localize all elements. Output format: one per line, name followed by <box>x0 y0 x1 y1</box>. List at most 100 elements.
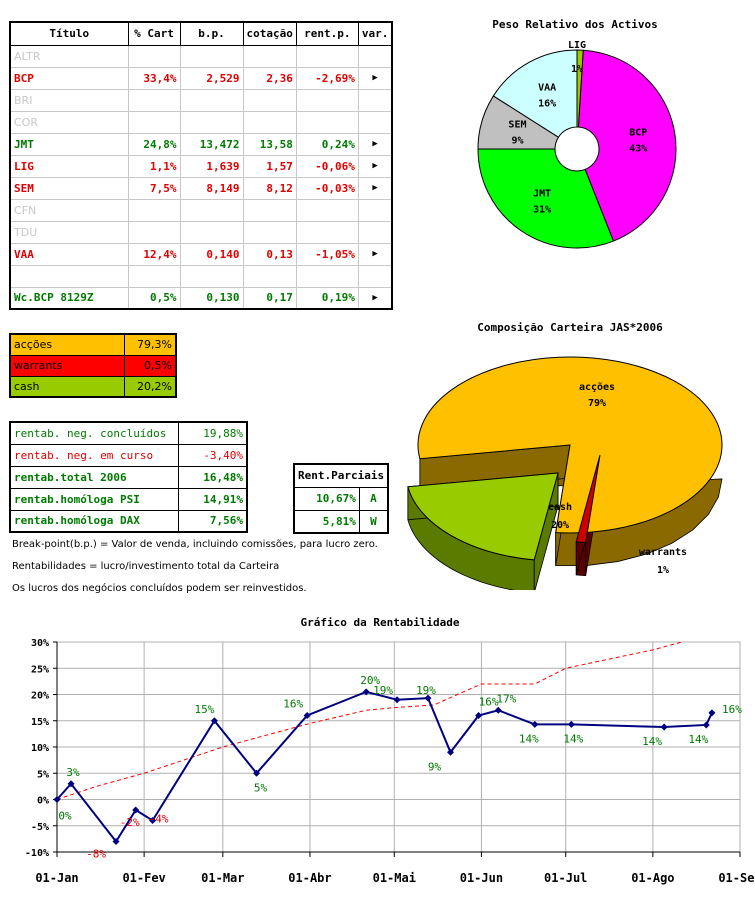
rent-parciais-table: Rent.Parciais 10,67% A 5,81% W <box>293 463 390 534</box>
note-break-point: Break-point(b.p.) = Valor de venda, incl… <box>12 539 378 550</box>
asset-bp <box>179 198 244 222</box>
asset-var <box>357 220 393 244</box>
pie1-value-lig: 1% <box>571 64 583 75</box>
data-point <box>112 838 120 845</box>
asset-cotacao: 8,12 <box>242 176 297 200</box>
col-header-titulo: Título <box>9 21 129 46</box>
asset-name: BRI <box>9 88 129 112</box>
data-point-label: 15% <box>194 703 214 716</box>
portfolio-header-row: Título % Cart b.p. cotação rent.p. var. <box>9 21 393 46</box>
asset-rent <box>295 220 359 244</box>
asset-rent <box>295 88 359 112</box>
asset-cart <box>127 110 181 134</box>
portfolio-row: CFN <box>9 198 393 222</box>
asset-var <box>357 88 393 112</box>
data-point <box>424 694 432 702</box>
x-tick-label: 01-Mai <box>373 871 416 885</box>
asset-name: JMT <box>9 132 129 156</box>
y-tick-label: 5% <box>37 769 49 780</box>
data-point-label: 9% <box>428 760 442 773</box>
data-point-label: 14% <box>563 732 583 745</box>
asset-name: SEM <box>9 176 129 200</box>
pie1-value-sem: 9% <box>511 136 523 147</box>
pie1-chart: BCP 43% JMT 31% SEM 9% VAA 16% LIG 1% <box>477 40 677 249</box>
asset-rent <box>295 198 359 222</box>
asset-cotacao: 13,58 <box>242 132 297 156</box>
data-point <box>393 696 401 704</box>
allocation-label: warrants <box>9 354 125 377</box>
data-point-label: 3% <box>66 766 80 779</box>
asset-cart: 0,5% <box>127 286 181 310</box>
rentab-row: rentab.homóloga PSI 14,91% <box>9 487 248 511</box>
asset-var <box>357 264 393 288</box>
asset-name: LIG <box>9 154 129 178</box>
rentab-label: rentab. neg. concluídos <box>9 421 179 445</box>
x-tick-label: 01-Abr <box>288 871 331 885</box>
y-tick-label: 30% <box>31 638 49 649</box>
col-header-cotacao: cotação <box>242 21 297 46</box>
asset-bp: 8,149 <box>179 176 244 200</box>
x-tick-label: 01-Ago <box>631 871 674 885</box>
pie2-chart: acções 79% warrants 1% cash 20% <box>407 356 723 590</box>
pie2-slice-2 <box>407 472 559 561</box>
rentab-row: rentab.homóloga DAX 7,56% <box>9 509 248 533</box>
x-tick-label: 01-Mar <box>201 871 244 885</box>
rentab-row: rentab.total 2006 16,48% <box>9 465 248 489</box>
data-point-label: 16% <box>722 703 742 716</box>
pie2-label: cash <box>548 502 572 513</box>
asset-rent: -0,03% <box>295 176 359 200</box>
portfolio-row: BCP 33,4% 2,529 2,36 -2,69% ▶ <box>9 66 393 90</box>
data-point-label: 14% <box>519 732 539 745</box>
asset-cotacao <box>242 44 297 68</box>
x-tick-label: 01-Jun <box>460 871 503 885</box>
asset-bp <box>179 44 244 68</box>
data-point-label: 0% <box>58 810 72 823</box>
portfolio-row: SEM 7,5% 8,149 8,12 -0,03% ▶ <box>9 176 393 200</box>
pie1-slice-vaa <box>492 49 578 138</box>
pie1-label-lig: LIG <box>568 40 586 51</box>
note-lucros: Os lucros dos negócios concluídos podem … <box>12 583 307 594</box>
asset-bp <box>179 88 244 112</box>
rentab-table: rentab. neg. concluídos 19,88% rentab. neg… <box>9 421 248 533</box>
data-point <box>253 769 261 777</box>
asset-cart: 7,5% <box>127 176 181 200</box>
data-point-label: 17% <box>496 692 516 705</box>
allocation-value: 0,5% <box>123 354 177 377</box>
line-chart: 30% 25% 20% 15% 10% 5% 0% -5% -10% 01-Jan 01-Fev 01… <box>25 638 755 885</box>
rentab-value: -3,40% <box>177 443 248 467</box>
asset-bp <box>179 220 244 244</box>
data-point <box>702 721 710 729</box>
rentab-row: rentab. neg. concluídos 19,88% <box>9 421 248 445</box>
rentab-label: rentab. neg. em curso <box>9 443 179 467</box>
data-point-label: 14% <box>642 735 662 748</box>
asset-name: TDU <box>9 220 129 244</box>
line-title: Gráfico da Rentabilidade <box>300 616 460 629</box>
pie2-label: warrants <box>639 547 687 558</box>
data-point-label: 19% <box>416 684 436 697</box>
data-point <box>494 706 502 714</box>
data-point <box>531 720 539 728</box>
data-point-label: -8% <box>86 848 106 861</box>
y-tick-label: 25% <box>31 664 49 675</box>
portfolio-row <box>9 264 393 288</box>
pie2-slice-0 <box>417 356 723 534</box>
pie2-title: Composição Carteira JAS*2006 <box>477 321 663 334</box>
rent-parciais-header: Rent.Parciais <box>293 463 389 488</box>
asset-cotacao <box>242 198 297 222</box>
y-tick-label: 15% <box>31 717 49 728</box>
data-point <box>210 717 218 725</box>
allocation-label: cash <box>9 375 125 398</box>
pie2-label: acções <box>579 382 615 393</box>
parciais-tag: A <box>358 486 389 511</box>
asset-bp: 2,529 <box>179 66 244 90</box>
y-tick-label: -10% <box>25 848 49 859</box>
pie1-label-sem: SEM <box>508 120 526 131</box>
allocation-value: 79,3% <box>123 333 177 356</box>
allocation-label: acções <box>9 333 125 356</box>
data-point <box>660 723 668 731</box>
y-tick-label: 10% <box>31 743 49 754</box>
asset-var <box>357 44 393 68</box>
data-point <box>67 780 75 788</box>
asset-name: CFN <box>9 198 129 222</box>
psi-series-line <box>57 642 684 800</box>
